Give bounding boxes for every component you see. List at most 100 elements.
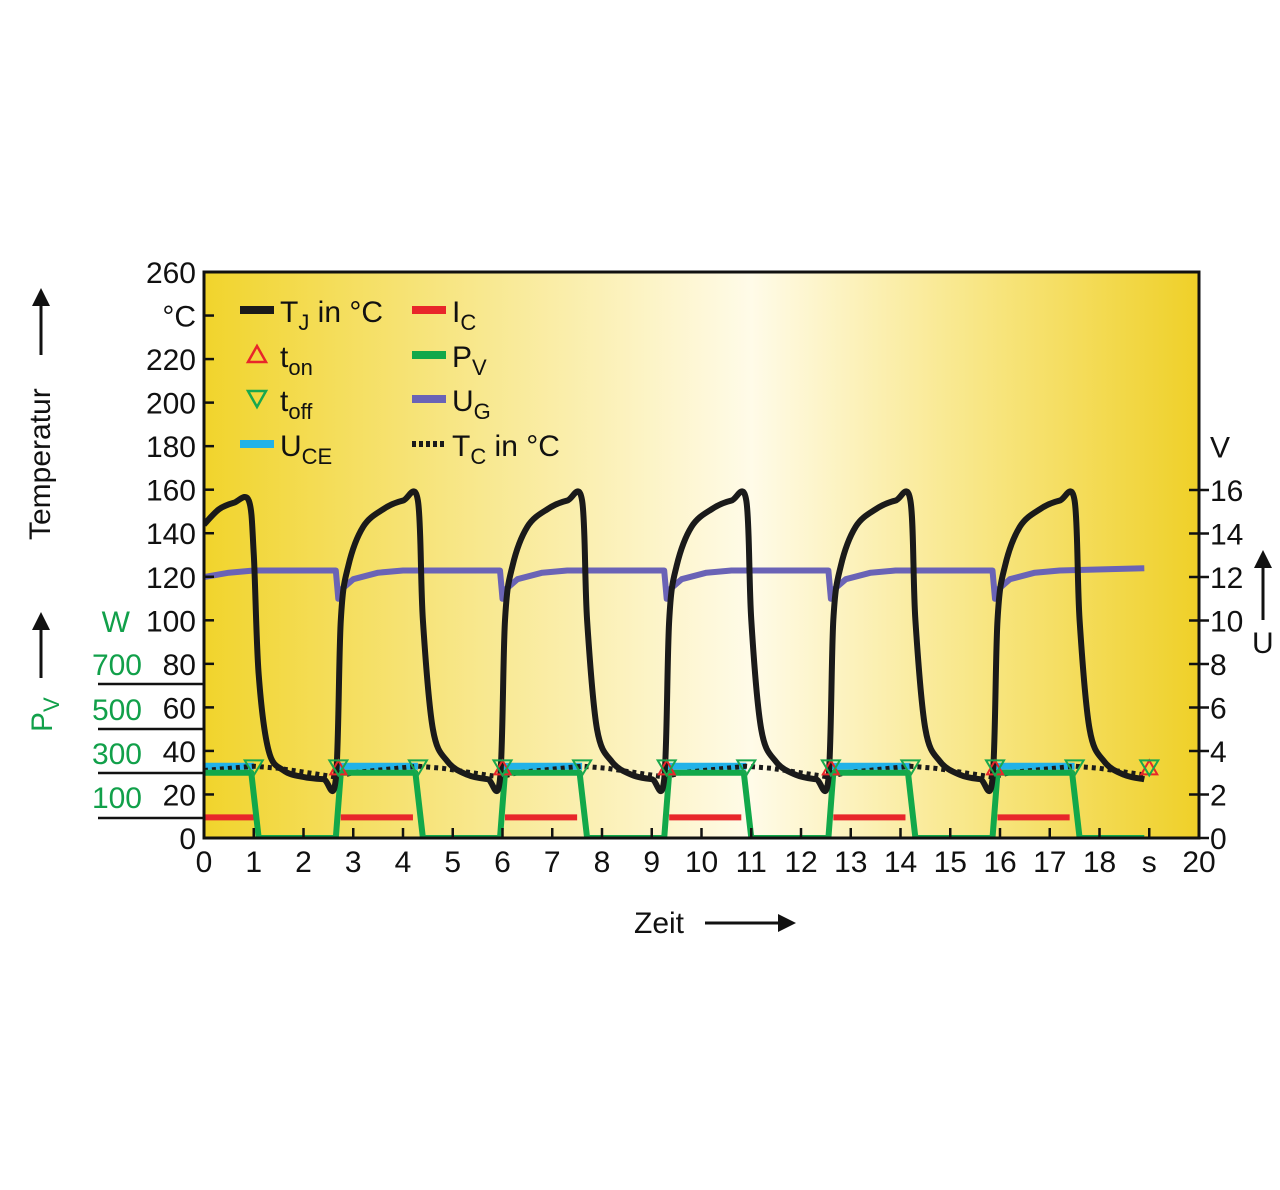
legend-item: PV [412, 341, 487, 380]
legend-label: UCE [280, 430, 332, 469]
y-tick-label: 140 [146, 518, 196, 551]
toff-marker [735, 759, 758, 778]
series-pv-line [204, 769, 1145, 838]
plot-area [204, 272, 1199, 838]
toff-marker [571, 759, 593, 778]
toff-marker [984, 759, 1006, 778]
x-tick-label: 16 [983, 846, 1016, 879]
x-tick-label: 10 [685, 846, 718, 879]
y-axis-arrow [32, 288, 50, 355]
y-tick-label: 20 [163, 779, 196, 812]
power-axis-label-sub: V [39, 697, 64, 712]
legend-label: TC in °C [452, 430, 560, 469]
y-tick-label: 80 [163, 649, 196, 682]
y-tick-label: 120 [146, 562, 196, 595]
x-tick-label: 6 [494, 846, 511, 879]
x-axis: 0 1 2 3 4 5 6 7 8 9 10 11 12 13 14 15 16 17 18 s 20 [196, 828, 1216, 879]
y2-tick-label: 2 [1210, 780, 1227, 813]
y2-tick-label: 8 [1210, 649, 1227, 682]
x-tick-label: 7 [544, 846, 561, 879]
legend-label: TJ in °C [280, 296, 383, 335]
y2-tick-label: V [1210, 432, 1230, 465]
legend-item: TJ in °C [240, 296, 383, 335]
legend-item: UG [412, 385, 491, 424]
legend-swatch [245, 389, 269, 410]
y-axis-power: W 700 500 300 100 [92, 606, 204, 820]
legend-label: IC [452, 296, 476, 335]
legend-swatch [245, 343, 269, 364]
x-tick-label: 18 [1083, 846, 1116, 879]
legend-item: ton [245, 341, 313, 380]
x-tick-label: 5 [444, 846, 461, 879]
legend-label: ton [280, 341, 313, 380]
y-tick-label: 180 [146, 431, 196, 464]
toff-marker [407, 759, 429, 778]
x-tick-label: 8 [594, 846, 611, 879]
power-tick-label: 100 [92, 782, 142, 815]
toff-marker [242, 759, 265, 778]
power-tick-label: 500 [92, 694, 142, 727]
y-axis-right: V 16 14 12 10 8 6 4 2 0 [1189, 432, 1243, 856]
y2-tick-label: 0 [1210, 823, 1227, 856]
legend-label: toff [280, 385, 313, 424]
series-layer [204, 488, 1161, 838]
y-tick-label: 200 [146, 388, 196, 421]
x-tick-label: 11 [736, 846, 767, 879]
x-tick-label: 17 [1033, 846, 1066, 879]
y2-tick-label: 10 [1210, 606, 1243, 639]
y2-tick-label: 14 [1210, 519, 1243, 552]
toff-marker [327, 759, 350, 778]
y-tick-label: 0 [179, 823, 196, 856]
svg-text:PV: PV [26, 697, 64, 732]
y-tick-label: 40 [163, 736, 196, 769]
power-axis-arrow [32, 612, 50, 678]
y2-tick-label: 16 [1210, 475, 1243, 508]
series-tj-line [204, 488, 1145, 795]
x-axis-label: Zeit [634, 907, 685, 940]
x-tick-label: 0 [196, 846, 213, 879]
toff-marker [655, 759, 678, 778]
power-tick-label: 700 [92, 649, 142, 682]
power-axis-label-base: P [26, 712, 59, 732]
y2-tick-label: 12 [1210, 562, 1243, 595]
power-axis-label: PV [26, 697, 64, 732]
x-tick-label: 13 [834, 846, 867, 879]
legend-item: toff [245, 385, 313, 424]
x-tick-label: 14 [884, 846, 917, 879]
y-tick-label: °C [162, 301, 196, 334]
x-tick-label: 12 [784, 846, 817, 879]
y-tick-label: 160 [146, 475, 196, 508]
x-tick-label: 20 [1182, 846, 1215, 879]
x-tick-label: 15 [934, 846, 967, 879]
toff-marker [491, 759, 514, 778]
y-tick-label: 100 [146, 605, 196, 638]
legend: TJ in °C ton toff UCE IC PV UG TC in °C [240, 296, 560, 469]
toff-marker [1138, 759, 1161, 778]
y-tick-label: 60 [163, 692, 196, 725]
x-tick-label: 3 [345, 846, 362, 879]
x-tick-label: 9 [643, 846, 660, 879]
legend-item: UCE [240, 430, 332, 469]
x-axis-arrow [705, 914, 796, 932]
legend-item: TC in °C [412, 430, 560, 469]
x-tick-label: 1 [245, 846, 262, 879]
y-tick-label: 220 [146, 344, 196, 377]
legend-label: PV [452, 341, 487, 380]
legend-label: UG [452, 385, 491, 424]
x-tick-label: 4 [395, 846, 412, 879]
toff-marker [1063, 759, 1086, 778]
legend-item: IC [412, 296, 476, 335]
y2-axis-label: U [1252, 627, 1274, 660]
x-tick-label: 2 [295, 846, 312, 879]
power-tick-label: W [102, 606, 131, 639]
toff-marker [899, 759, 922, 778]
power-tick-label: 300 [92, 738, 142, 771]
y2-axis-arrow [1254, 550, 1272, 620]
y2-tick-label: 6 [1210, 693, 1227, 726]
y-tick-label: 260 [146, 257, 196, 290]
y-axis-label: Temperatur [24, 388, 57, 540]
x-tick-label: s [1142, 846, 1157, 879]
y2-tick-label: 4 [1210, 736, 1227, 769]
toff-marker [820, 759, 842, 778]
